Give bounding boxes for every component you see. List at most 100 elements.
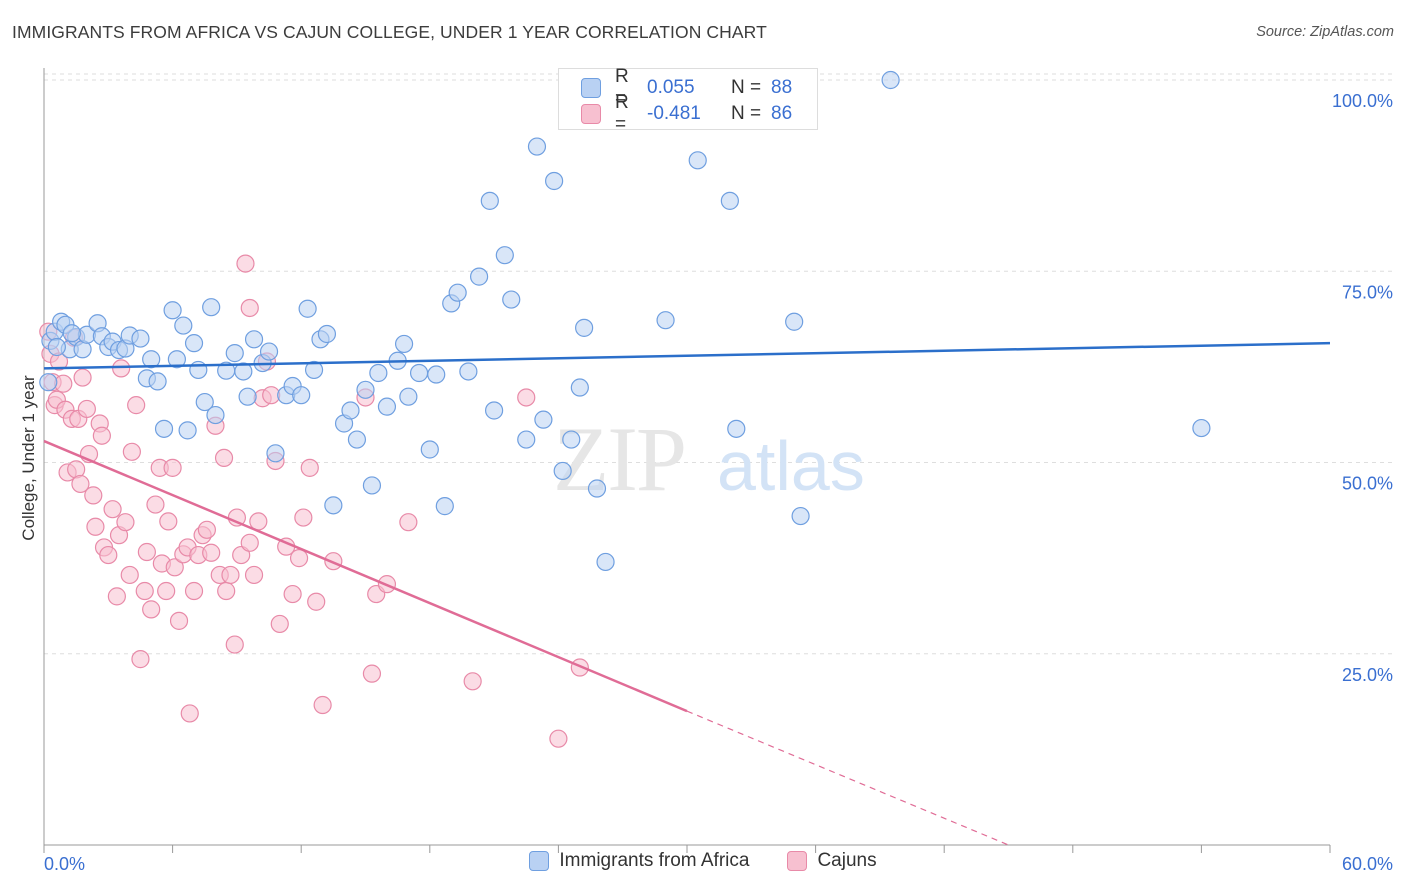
data-point: [217, 581, 236, 601]
data-point: [292, 386, 311, 405]
data-point: [47, 337, 66, 357]
data-point: [377, 397, 397, 416]
data-point: [131, 650, 150, 669]
correlation-legend: R = 0.055 N = 88 R = -0.481 N = 86: [558, 66, 818, 135]
data-point: [570, 378, 589, 397]
data-point: [84, 486, 103, 505]
data-point: [727, 419, 746, 438]
data-point: [545, 171, 564, 191]
data-point: [463, 672, 482, 691]
legend-swatch-pink: [581, 104, 601, 124]
y-tick-label: 75.0%: [1342, 282, 1393, 302]
data-point: [174, 316, 193, 335]
data-point: [448, 283, 467, 302]
series-legend: Immigrants from Africa Cajuns: [0, 850, 1406, 872]
data-point: [347, 430, 367, 449]
data-point: [480, 191, 499, 210]
data-point: [244, 330, 264, 349]
data-point: [163, 301, 182, 320]
data-point: [420, 440, 439, 459]
data-point: [180, 704, 199, 723]
n-value: 86: [771, 103, 793, 124]
data-point: [225, 635, 244, 654]
data-point: [394, 334, 414, 354]
data-point: [214, 448, 234, 468]
data-point: [197, 520, 216, 539]
legend-label: Cajuns: [817, 850, 877, 871]
data-point: [549, 729, 568, 748]
data-point: [517, 430, 536, 449]
data-point: [294, 508, 313, 527]
data-point: [184, 334, 204, 353]
data-point: [146, 495, 165, 514]
data-point: [142, 600, 161, 619]
watermark-atlas: atlas: [717, 427, 865, 505]
data-point: [202, 298, 221, 317]
data-point: [236, 254, 255, 273]
y-tick-label: 25.0%: [1342, 665, 1393, 685]
data-point: [304, 360, 324, 380]
data-point: [165, 558, 184, 577]
source-label: Source: ZipAtlas.com: [1256, 24, 1394, 40]
cajuns-points: [39, 254, 589, 748]
data-point: [221, 565, 240, 585]
axes: [43, 68, 1331, 853]
data-point: [459, 362, 478, 381]
y-tick-label: 100.0%: [1332, 91, 1393, 111]
data-point: [103, 500, 122, 519]
data-point: [324, 496, 343, 515]
watermark-zip: ZIP: [553, 408, 685, 510]
data-point: [1192, 418, 1211, 438]
chart-title: IMMIGRANTS FROM AFRICA VS CAJUN COLLEGE,…: [12, 22, 767, 42]
trend-line-africa: [43, 341, 1331, 370]
legend-row-cajuns: R = -0.481 N = 86: [581, 92, 793, 135]
data-point: [283, 584, 302, 604]
data-point: [238, 387, 257, 406]
data-point: [575, 318, 594, 337]
africa-points: [39, 70, 1211, 572]
data-point: [300, 458, 319, 477]
data-point: [137, 542, 156, 562]
data-point: [495, 246, 514, 265]
r-label: R =: [615, 66, 629, 109]
legend-item-africa[interactable]: Immigrants from Africa: [529, 850, 749, 872]
data-point: [427, 365, 446, 384]
data-point: [534, 410, 553, 429]
data-point: [234, 362, 253, 381]
data-point: [313, 695, 332, 715]
data-point: [71, 474, 90, 494]
data-point: [289, 549, 309, 568]
legend-swatch-blue: [529, 851, 550, 871]
data-point: [122, 442, 141, 461]
data-point: [184, 581, 204, 601]
data-point: [240, 298, 259, 318]
data-point: [62, 324, 81, 343]
data-point: [167, 350, 186, 369]
data-point: [92, 426, 111, 445]
data-point: [148, 372, 167, 391]
y-axis-label: College, Under 1 year: [19, 375, 38, 541]
data-point: [159, 512, 178, 531]
data-point: [369, 363, 388, 383]
data-point: [469, 267, 489, 286]
data-point: [116, 513, 135, 532]
data-point: [596, 552, 615, 572]
data-point: [791, 506, 810, 526]
data-point: [202, 543, 221, 562]
data-point: [259, 342, 279, 361]
legend-item-cajuns[interactable]: Cajuns: [787, 850, 877, 872]
data-point: [409, 363, 429, 383]
data-point: [54, 374, 73, 393]
data-point: [688, 151, 707, 170]
data-point: [135, 581, 154, 601]
watermark: ZIP atlas: [553, 408, 865, 510]
data-point: [399, 513, 418, 532]
data-point: [107, 587, 126, 606]
data-point: [881, 70, 900, 90]
data-point: [195, 392, 214, 412]
data-point: [244, 565, 264, 585]
data-point: [341, 401, 360, 420]
y-tick-label: 50.0%: [1342, 474, 1393, 494]
legend-label: Immigrants from Africa: [559, 850, 750, 871]
